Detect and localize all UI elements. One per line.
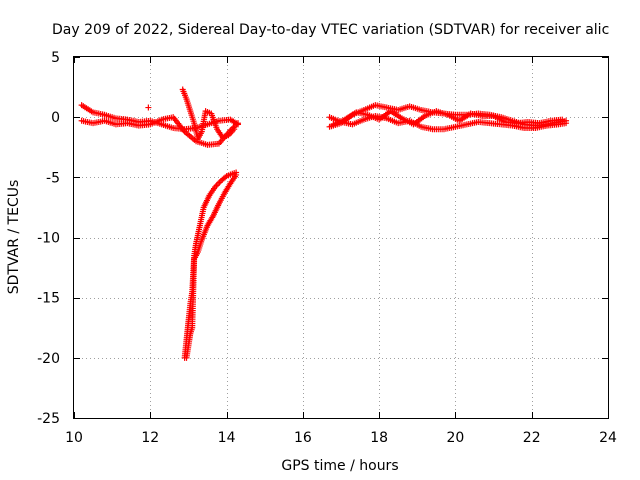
x-tick-label: 16	[294, 430, 312, 446]
y-tick-label: 5	[51, 50, 60, 66]
data-point	[559, 116, 566, 123]
x-axis-title: GPS time / hours	[281, 458, 398, 474]
x-tick-label: 10	[65, 430, 83, 446]
data-point	[563, 120, 570, 127]
axis-ticks	[74, 57, 609, 419]
y-tick-label: -15	[37, 291, 60, 307]
x-tick-label: 12	[141, 430, 159, 446]
y-tick-label: -5	[46, 170, 60, 186]
y-tick-label: 0	[51, 110, 60, 126]
data-point	[145, 104, 152, 111]
y-tick-label: -20	[37, 351, 60, 367]
y-axis-title: SDTVAR / TECUs	[6, 180, 22, 295]
data-point	[233, 171, 240, 178]
chart-title: Day 209 of 2022, Sidereal Day-to-day VTE…	[52, 22, 609, 38]
data-point	[231, 126, 238, 133]
grid	[74, 57, 608, 418]
x-tick-label: 14	[218, 430, 236, 446]
x-tick-label: 22	[523, 430, 541, 446]
x-tick-label: 24	[599, 430, 617, 446]
data-point	[235, 120, 242, 127]
x-tick-label: 18	[370, 430, 388, 446]
x-tick-label: 20	[447, 430, 465, 446]
plot-frame	[73, 56, 609, 419]
data-points	[78, 86, 570, 361]
y-tick-label: -10	[37, 231, 60, 247]
y-tick-label: -25	[37, 411, 60, 427]
y-tick-labels: 5 0 -5 -10 -15 -20 -25	[37, 50, 60, 427]
x-tick-labels: 10 12 14 16 18 20 22 24	[65, 430, 617, 446]
